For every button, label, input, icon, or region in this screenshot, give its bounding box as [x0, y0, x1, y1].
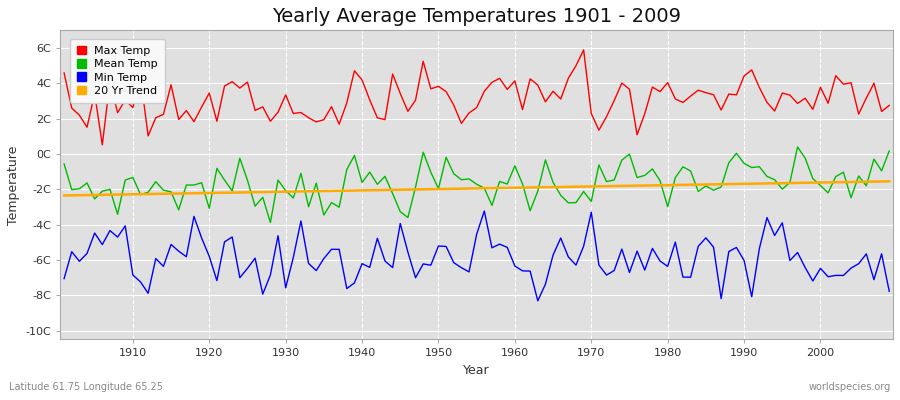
X-axis label: Year: Year — [464, 364, 490, 377]
Y-axis label: Temperature: Temperature — [7, 145, 20, 224]
Text: worldspecies.org: worldspecies.org — [809, 382, 891, 392]
Text: Latitude 61.75 Longitude 65.25: Latitude 61.75 Longitude 65.25 — [9, 382, 163, 392]
Title: Yearly Average Temperatures 1901 - 2009: Yearly Average Temperatures 1901 - 2009 — [272, 7, 681, 26]
Legend: Max Temp, Mean Temp, Min Temp, 20 Yr Trend: Max Temp, Mean Temp, Min Temp, 20 Yr Tre… — [70, 39, 165, 103]
